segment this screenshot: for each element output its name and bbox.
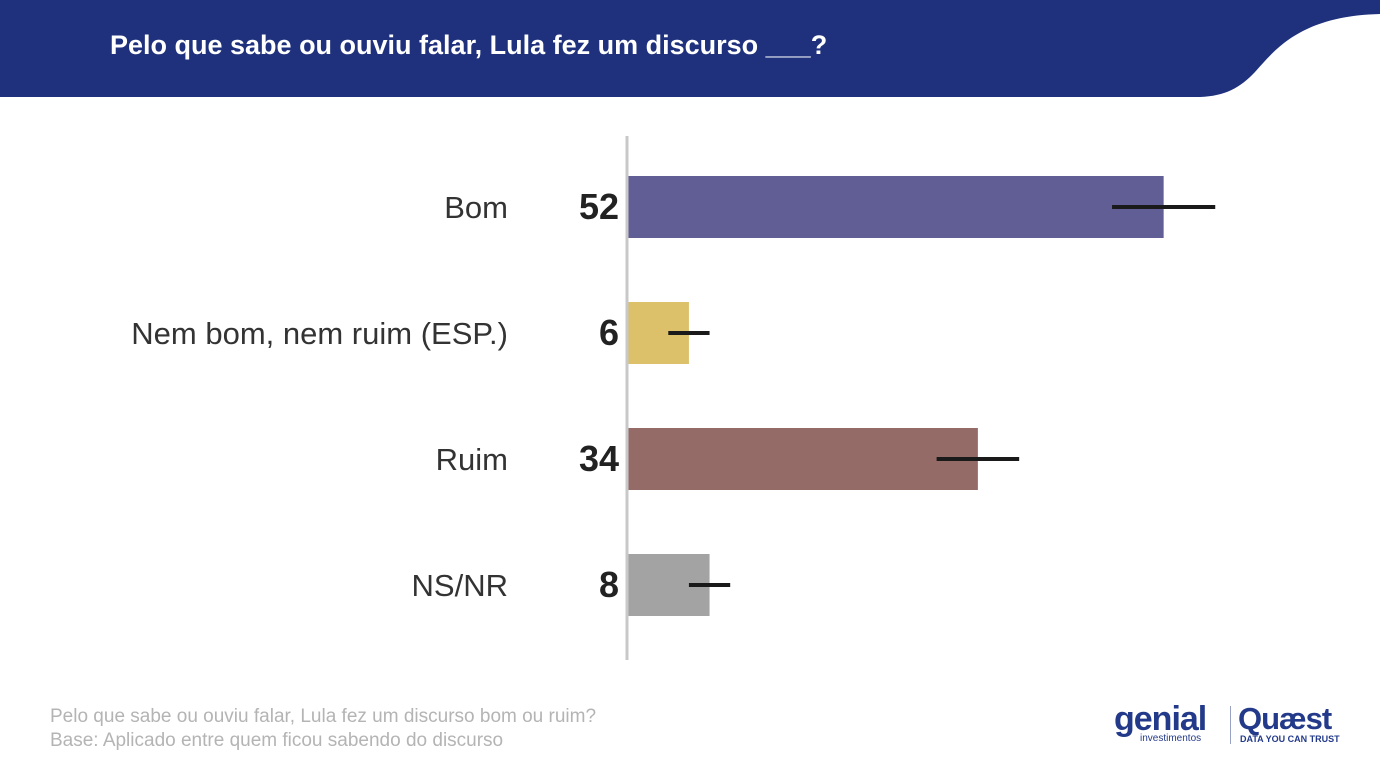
quaest-logo: Quæst xyxy=(1238,701,1332,736)
bar-2 xyxy=(627,428,978,490)
category-label-2: Ruim xyxy=(436,442,508,477)
bar-0 xyxy=(627,176,1164,238)
value-label-2: 34 xyxy=(579,438,619,479)
category-label-1: Nem bom, nem ruim (ESP.) xyxy=(131,316,508,351)
category-label-0: Bom xyxy=(444,190,508,225)
footer-base: Base: Aplicado entre quem ficou sabendo … xyxy=(50,730,504,751)
header-banner: Pelo que sabe ou ouviu falar, Lula fez u… xyxy=(0,0,1380,100)
genial-logo: genial xyxy=(1114,700,1207,738)
logo-separator xyxy=(1230,706,1231,744)
value-label-1: 6 xyxy=(599,312,619,353)
value-label-0: 52 xyxy=(579,186,619,227)
bar-chart: 52 Bom 6 Nem bom, nem ruim (ESP.) 34 Ruim 8 NS/… xyxy=(131,136,1216,660)
header-shape xyxy=(0,0,1380,97)
value-label-3: 8 xyxy=(599,564,619,605)
page-title: Pelo que sabe ou ouviu falar, Lula fez u… xyxy=(110,30,828,60)
quaest-logo-subtitle: DATA YOU CAN TRUST xyxy=(1240,734,1340,744)
footer-question: Pelo que sabe ou ouviu falar, Lula fez u… xyxy=(50,706,597,727)
genial-logo-subtitle: investimentos xyxy=(1140,733,1202,744)
logos: genial investimentos Quæst DATA YOU CAN … xyxy=(1110,700,1350,750)
category-label-3: NS/NR xyxy=(412,568,508,603)
